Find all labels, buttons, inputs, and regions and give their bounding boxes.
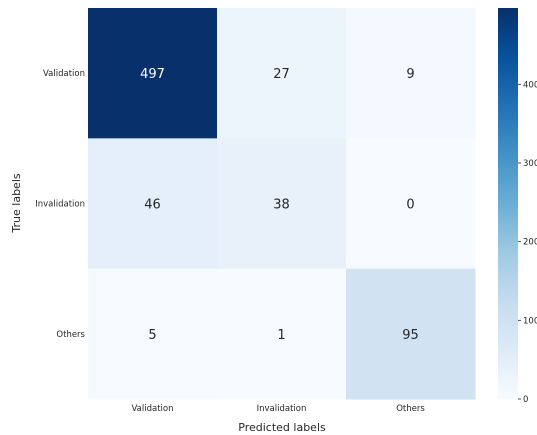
heatmap-cell-2-1 <box>217 268 347 400</box>
colorbar-tick-label-3: 300 <box>523 159 537 169</box>
x-axis-tick-labels: Validation Invalidation Others <box>132 404 426 414</box>
colorbar-gradient <box>498 8 518 399</box>
colorbar-tick-label-4: 400 <box>523 80 537 90</box>
heatmap-cell-1-2 <box>346 138 476 270</box>
heatmap-cell-2-2 <box>346 268 476 400</box>
colorbar-tick-label-0: 0 <box>523 395 528 405</box>
heatmap-cell-0-2 <box>346 8 476 139</box>
colorbar: 0 100 200 300 400 <box>498 8 537 405</box>
x-tick-label-2: Others <box>396 404 425 414</box>
cell-value-labels: 497 27 9 46 38 0 5 1 95 <box>140 67 419 343</box>
x-tick-label-1: Invalidation <box>257 404 307 414</box>
cell-value-0-2: 9 <box>406 67 414 82</box>
heatmap-cell-1-1 <box>217 138 347 270</box>
cell-value-1-2: 0 <box>406 198 414 213</box>
cell-value-2-0: 5 <box>148 328 156 343</box>
colorbar-tick-label-2: 200 <box>523 238 537 248</box>
heatmap-cell-2-0 <box>88 268 218 400</box>
heatmap-cell-0-1 <box>217 8 347 139</box>
y-axis-label: True labels <box>10 173 23 233</box>
cell-value-1-1: 38 <box>273 198 290 213</box>
y-tick-label-1: Invalidation <box>35 200 85 210</box>
cell-value-1-0: 46 <box>144 198 161 213</box>
colorbar-tick-labels: 0 100 200 300 400 <box>518 80 537 405</box>
cell-value-0-0: 497 <box>140 67 165 82</box>
heatmap-cells <box>88 8 476 400</box>
cell-value-2-1: 1 <box>277 328 285 343</box>
colorbar-tick-label-1: 100 <box>523 316 537 326</box>
heatmap-cell-0-0 <box>88 8 218 139</box>
y-tick-label-2: Others <box>56 330 85 340</box>
heatmap-cell-1-0 <box>88 138 218 270</box>
cell-value-2-2: 95 <box>402 328 419 343</box>
y-tick-label-0: Validation <box>43 69 85 79</box>
x-axis-label: Predicted labels <box>238 421 326 434</box>
y-axis-tick-labels: Validation Invalidation Others <box>35 69 85 340</box>
x-tick-label-0: Validation <box>132 404 174 414</box>
cell-value-0-1: 27 <box>273 67 290 82</box>
